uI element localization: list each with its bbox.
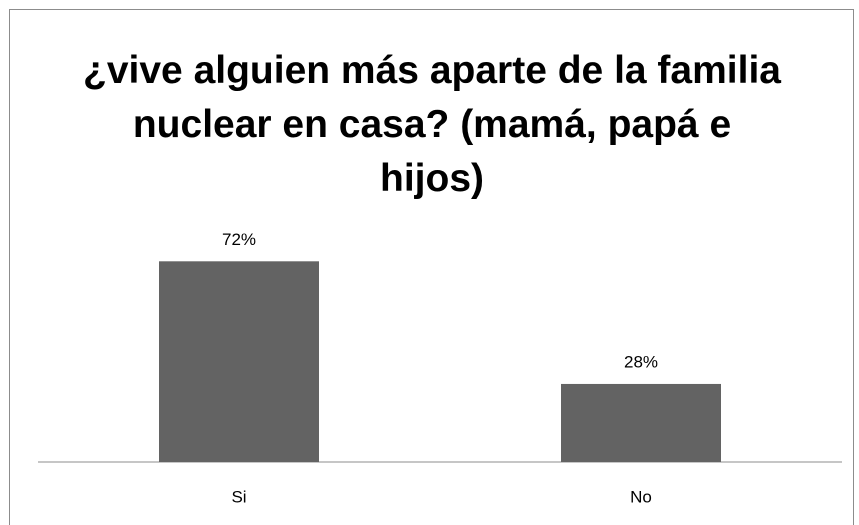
x-tick-label: Si (231, 487, 246, 506)
x-tick-label: No (630, 487, 652, 506)
bar (159, 261, 319, 462)
bar (561, 383, 721, 462)
chart-title: ¿vive alguien más aparte de la familia n… (83, 49, 781, 200)
data-label: 28% (624, 352, 658, 371)
chart-frame (9, 9, 854, 525)
data-label: 72% (222, 230, 256, 249)
